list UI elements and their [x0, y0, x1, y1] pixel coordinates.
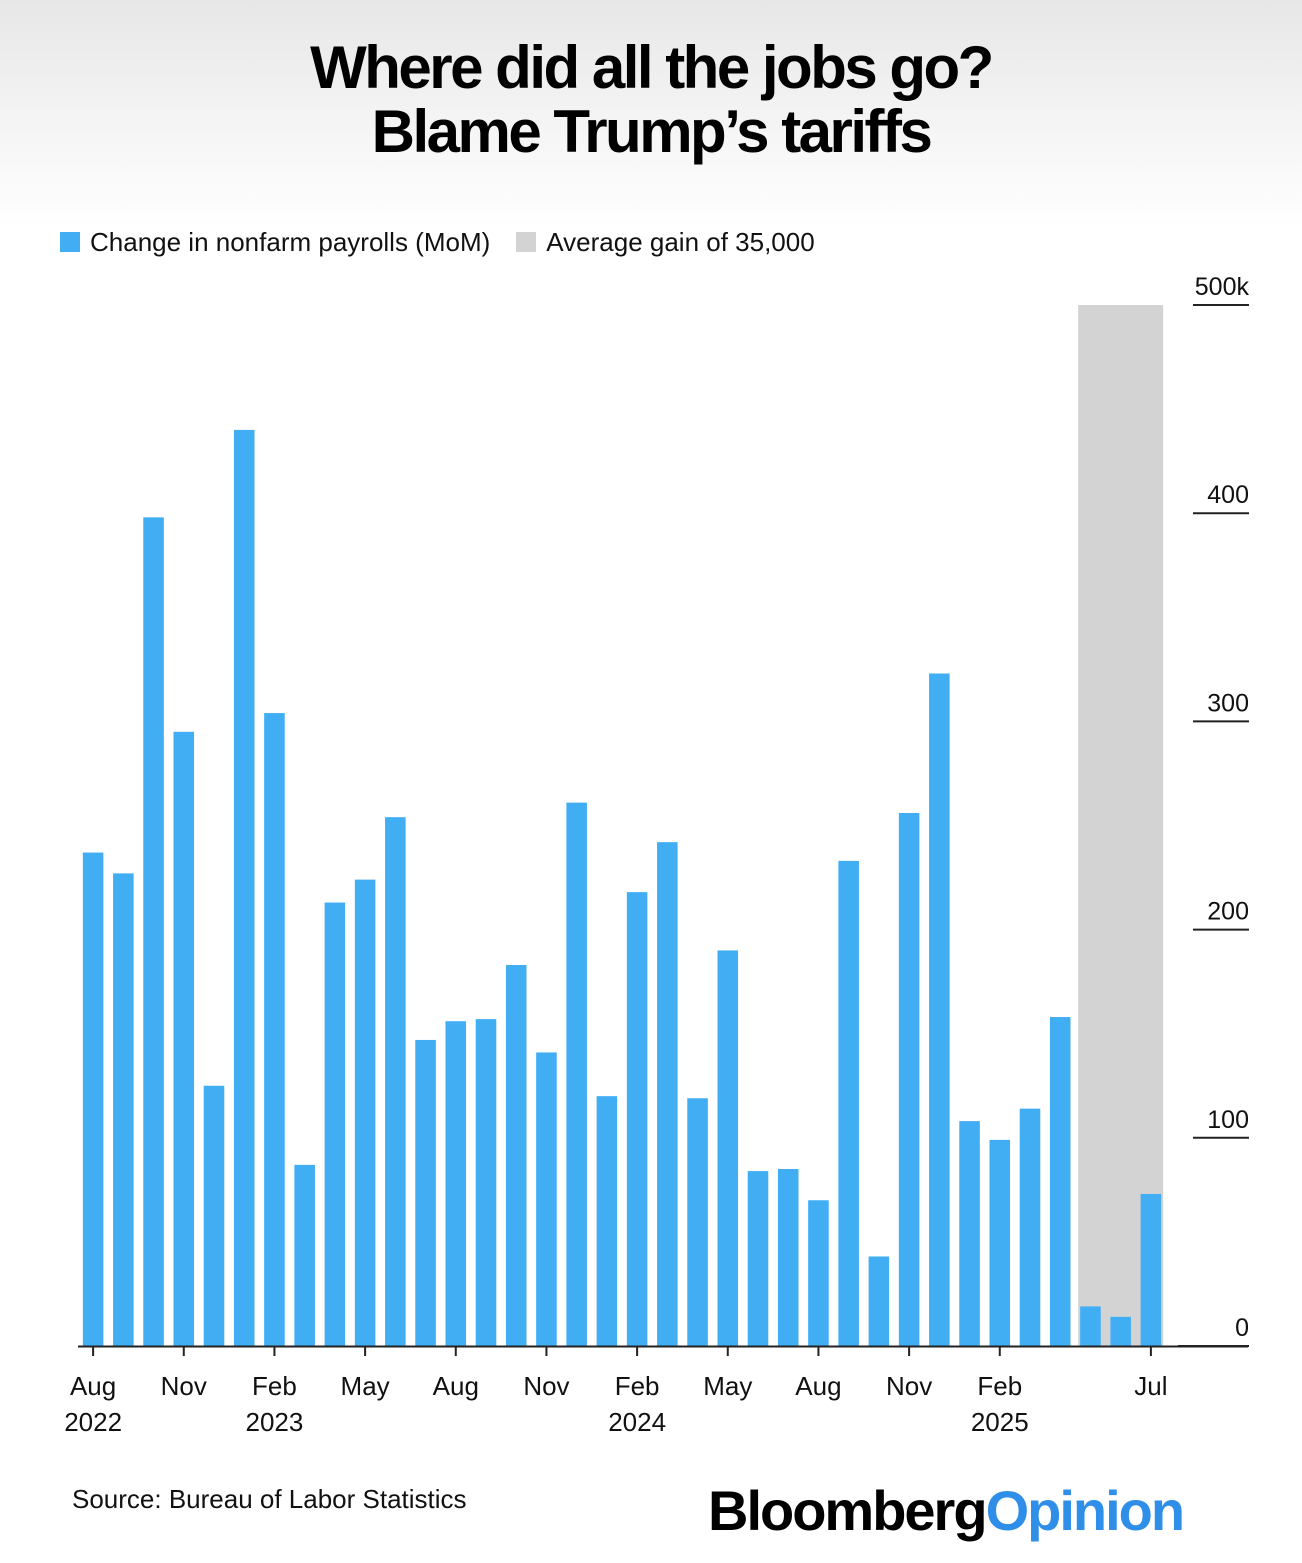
y-tick-label-500: 500k	[1195, 273, 1250, 301]
legend-item-average: Average gain of 35,000	[516, 226, 815, 258]
x-tick-label-5: Nov	[523, 1371, 569, 1401]
x-tick-label-9: Nov	[886, 1371, 932, 1401]
brand-logo-part-1: Bloomberg	[708, 1479, 988, 1542]
bar-nov-2022	[173, 731, 195, 1346]
bar-dec-2022	[203, 1085, 225, 1346]
bar-oct-2024	[868, 1256, 890, 1346]
bar-sep-2023	[475, 1019, 497, 1346]
legend-swatch-average	[516, 232, 537, 252]
x-tick-label-10: Feb	[977, 1371, 1022, 1401]
bar-jun-2023	[385, 817, 406, 1346]
y-tick-label-0: 0	[1235, 1314, 1249, 1342]
y-tick-label-200: 200	[1207, 898, 1249, 926]
bar-mar-2023	[294, 1164, 315, 1346]
x-tick-label-8: Aug	[795, 1371, 841, 1401]
bar-jan-2023	[233, 429, 255, 1346]
chart-title-line-2: Blame Trump’s tariffs	[371, 98, 933, 165]
legend-swatch-payrolls	[60, 232, 80, 252]
legend-label-payrolls: Change in nonfarm payrolls (MoM)	[90, 226, 491, 257]
x-tick-label-0: Aug	[70, 1371, 116, 1401]
bar-jul-2025	[1140, 1194, 1162, 1346]
x-tick-label-4: Aug	[433, 1371, 479, 1401]
bar-may-2025	[1080, 1306, 1101, 1346]
x-tick-year-0: 2022	[64, 1407, 122, 1437]
y-tick-label-100: 100	[1207, 1106, 1249, 1134]
bar-aug-2023	[445, 1021, 467, 1346]
bar-jun-2024	[747, 1171, 769, 1346]
x-tick-label-7: May	[703, 1371, 752, 1401]
bar-nov-2024	[898, 813, 920, 1346]
x-tick-year-2: 2023	[246, 1407, 304, 1437]
bar-sep-2022	[113, 873, 134, 1346]
x-tick-label-3: May	[341, 1371, 390, 1401]
bar-oct-2022	[143, 517, 164, 1346]
x-tick-label-1: Nov	[161, 1371, 207, 1401]
bar-may-2024	[717, 950, 739, 1346]
highlight-band	[1078, 305, 1164, 1346]
x-tick-label-6: Feb	[615, 1371, 660, 1401]
bar-dec-2023	[566, 802, 587, 1346]
bar-apr-2023	[324, 902, 346, 1346]
source-note: Source: Bureau of Labor Statistics	[72, 1484, 467, 1514]
bar-jan-2024	[596, 1096, 618, 1346]
y-tick-label-400: 400	[1207, 481, 1249, 509]
bar-nov-2023	[536, 1052, 557, 1346]
bar-jul-2024	[777, 1169, 799, 1346]
bar-oct-2023	[505, 964, 527, 1346]
bar-feb-2025	[989, 1139, 1011, 1346]
bar-sep-2024	[838, 860, 859, 1346]
chart-title: Where did all the jobs go? Blame Trump’s…	[0, 36, 1302, 164]
bar-feb-2023	[264, 713, 285, 1346]
bar-apr-2025	[1049, 1017, 1071, 1346]
x-tick-label-2: Feb	[252, 1371, 297, 1401]
brand-logo-part-2: Opinion	[985, 1479, 1186, 1542]
y-tick-label-300: 300	[1207, 689, 1249, 717]
legend: Change in nonfarm payrolls (MoM) Average…	[60, 226, 841, 258]
bar-dec-2024	[929, 673, 950, 1346]
bar-aug-2024	[808, 1200, 829, 1346]
bar-aug-2022	[82, 852, 104, 1346]
bar-jul-2023	[415, 1039, 436, 1346]
chart-title-line-1: Where did all the jobs go?	[310, 34, 994, 101]
bar-may-2023	[354, 879, 376, 1346]
bar-feb-2024	[626, 892, 648, 1346]
bar-mar-2025	[1019, 1108, 1041, 1346]
legend-label-average: Average gain of 35,000	[546, 226, 815, 257]
brand-logo: BloombergOpinion	[708, 1478, 1186, 1543]
bar-apr-2024	[687, 1098, 708, 1346]
bar-mar-2024	[657, 842, 678, 1346]
bar-jun-2025	[1110, 1316, 1131, 1346]
legend-item-payrolls: Change in nonfarm payrolls (MoM)	[60, 227, 490, 258]
bar-jan-2025	[959, 1121, 980, 1346]
x-tick-year-6: 2024	[608, 1407, 666, 1437]
x-tick-year-10: 2025	[971, 1407, 1029, 1437]
x-tick-label-11: Jul	[1134, 1371, 1167, 1401]
